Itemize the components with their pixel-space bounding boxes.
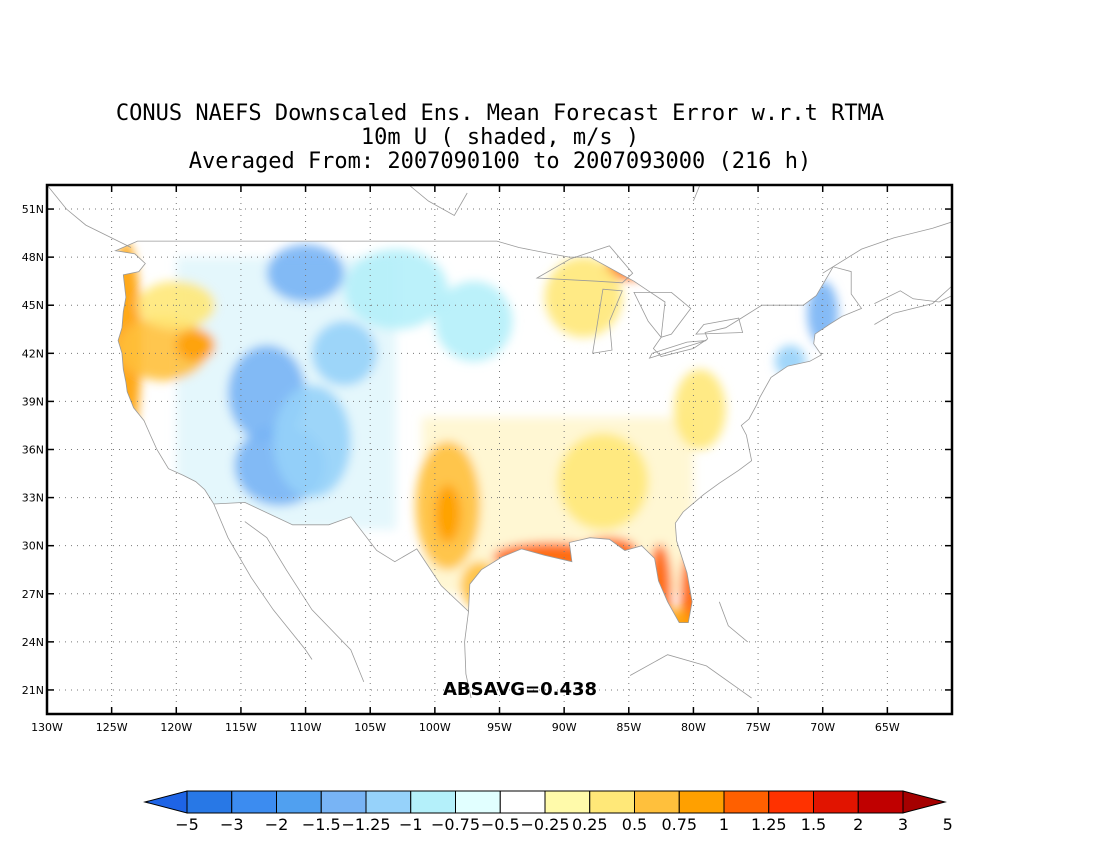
field-blob <box>273 385 351 498</box>
coastline <box>114 240 863 623</box>
lon-tick-label: 120W <box>160 721 192 734</box>
title-line-3: Averaged From: 2007090100 to 2007093000 … <box>188 149 812 174</box>
colorbar-label: −0.5 <box>481 815 520 834</box>
lon-tick-label: 90W <box>552 721 577 734</box>
colorbar-segment <box>589 790 635 814</box>
colorbar-label: 5 <box>943 815 953 834</box>
field-blob <box>674 369 726 450</box>
lon-tick-label: 115W <box>225 721 257 734</box>
lon-tick-label: 110W <box>290 721 322 734</box>
longitude-labels: 130W 125W 120W 115W 110W 105W 100W 95W 90W 85W 80W… <box>31 185 900 734</box>
colorbar-segment <box>276 790 322 814</box>
colorbar-label: −1 <box>399 815 423 834</box>
colorbar-label: 0.25 <box>572 815 608 834</box>
title-line-1: CONUS NAEFS Downscaled Ens. Mean Forecas… <box>115 101 885 126</box>
colorbar-segment <box>499 790 546 814</box>
colorbar-segment <box>231 790 277 814</box>
lon-tick-label: 100W <box>419 721 451 734</box>
colorbar-segment <box>813 790 859 814</box>
colorbar-label: 0.5 <box>622 815 647 834</box>
field-blob <box>580 537 638 567</box>
colorbar-segment <box>365 790 412 814</box>
colorbar-arrow-high <box>902 790 947 814</box>
colorbar: −5 −3 −2 −1.5 −1.25 −1 −0.75 −0.5 −0.25 0.25 0.5 0.… <box>143 790 953 834</box>
title-line-2: 10m U ( shaded, m/s ) <box>360 125 640 150</box>
field-blob <box>434 281 513 362</box>
colorbar-segment <box>678 790 725 814</box>
lat-tick-label: 36N <box>22 444 44 457</box>
lon-tick-label: 125W <box>96 721 128 734</box>
lat-tick-label: 21N <box>22 684 44 697</box>
lon-tick-label: 70W <box>810 721 835 734</box>
lat-tick-label: 39N <box>22 395 44 408</box>
lon-tick-label: 105W <box>354 721 386 734</box>
colorbar-segment <box>544 790 591 814</box>
field-blob <box>460 561 500 610</box>
colorbar-segment <box>857 790 904 814</box>
colorbar-arrow-low <box>143 790 188 814</box>
field-blob <box>774 345 806 378</box>
colorbar-segment <box>320 790 367 814</box>
colorbar-segment <box>634 790 680 814</box>
lon-tick-label: 85W <box>616 721 641 734</box>
graticule <box>47 185 952 714</box>
lon-tick-label: 80W <box>681 721 706 734</box>
colorbar-label: −0.75 <box>431 815 480 834</box>
field-blob <box>344 249 448 330</box>
colorbar-label: 2 <box>853 815 863 834</box>
colorbar-label: −0.25 <box>520 815 569 834</box>
lat-tick-label: 30N <box>22 540 44 553</box>
colorbar-label: 1.5 <box>801 815 826 834</box>
lat-tick-label: 27N <box>22 588 44 601</box>
field-blob <box>648 544 672 623</box>
colorbar-label: 0.75 <box>661 815 697 834</box>
colorbar-label: −1.5 <box>302 815 341 834</box>
mexico-caribbean-coast <box>213 503 752 699</box>
lon-tick-label: 75W <box>746 721 771 734</box>
field-blob <box>434 484 461 543</box>
field-blob <box>266 244 345 303</box>
latitude-labels: 51N 48N 45N 42N 39N 36N 33N 30N 27N 24N 21N <box>22 203 952 697</box>
colorbar-segment <box>186 790 233 814</box>
shaded-field <box>115 241 862 623</box>
field-blob <box>176 329 216 362</box>
colorbar-label: −1.25 <box>341 815 390 834</box>
lat-tick-label: 24N <box>22 636 44 649</box>
colorbar-label: −2 <box>265 815 289 834</box>
field-blob <box>557 433 649 530</box>
lat-tick-label: 42N <box>22 347 44 360</box>
field-blob <box>312 321 377 386</box>
lat-tick-label: 45N <box>22 299 44 312</box>
colorbar-label: −3 <box>220 815 244 834</box>
lat-tick-label: 33N <box>22 492 44 505</box>
colorbar-segment <box>768 790 814 814</box>
colorbar-label: 3 <box>898 815 908 834</box>
field-blob <box>657 609 697 623</box>
lon-tick-label: 130W <box>31 721 63 734</box>
colorbar-label: 1.25 <box>751 815 787 834</box>
colorbar-segment <box>410 790 456 814</box>
lat-tick-label: 48N <box>22 251 44 264</box>
canada-coastline <box>47 185 952 325</box>
lat-tick-label: 51N <box>22 203 44 216</box>
lon-tick-label: 95W <box>487 721 512 734</box>
lon-tick-label: 65W <box>875 721 900 734</box>
great-lakes-outline <box>535 245 744 359</box>
colorbar-segment <box>455 790 501 814</box>
colorbar-segment <box>723 790 770 814</box>
field-blob <box>544 257 623 338</box>
colorbar-label: 1 <box>719 815 729 834</box>
colorbar-label: −5 <box>175 815 199 834</box>
absavg-annotation: ABSAVG=0.438 <box>443 679 597 700</box>
